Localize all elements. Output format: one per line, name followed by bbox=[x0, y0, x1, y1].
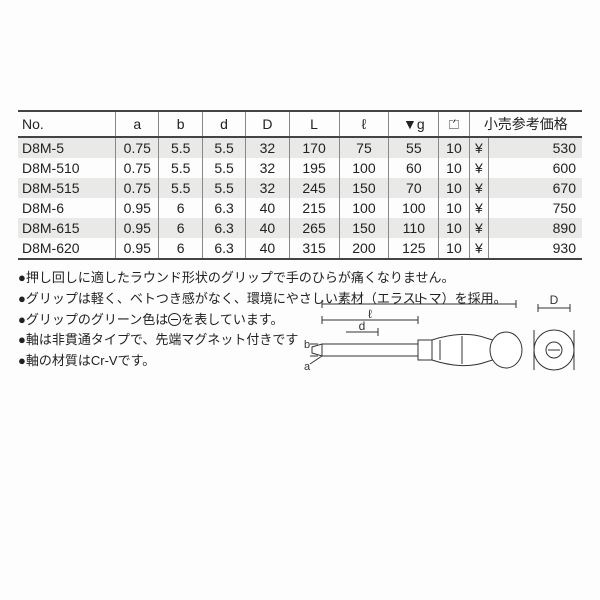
cell-a: 0.95 bbox=[116, 238, 159, 259]
cell-b: 5.5 bbox=[159, 137, 202, 158]
cell-L: 265 bbox=[289, 218, 339, 238]
cell-price: 750 bbox=[489, 198, 582, 218]
cell-g: 55 bbox=[389, 137, 439, 158]
cell-l: 200 bbox=[339, 238, 389, 259]
cell-yen: ¥ bbox=[469, 218, 489, 238]
cell-price: 890 bbox=[489, 218, 582, 238]
col-d: d bbox=[202, 111, 245, 137]
col-b: b bbox=[159, 111, 202, 137]
table-row: D8M-50.755.55.532170755510¥530 bbox=[18, 137, 582, 158]
cell-b: 6 bbox=[159, 238, 202, 259]
minus-icon bbox=[168, 313, 181, 326]
cell-no: D8M-620 bbox=[18, 238, 116, 259]
col-l: ℓ bbox=[339, 111, 389, 137]
cell-g: 100 bbox=[389, 198, 439, 218]
cell-D: 32 bbox=[246, 178, 289, 198]
label-d: d bbox=[359, 319, 366, 333]
cell-g: 70 bbox=[389, 178, 439, 198]
cell-D: 32 bbox=[246, 158, 289, 178]
label-b: b bbox=[304, 339, 310, 351]
cell-pack: 10 bbox=[439, 198, 469, 218]
cell-price: 930 bbox=[489, 238, 582, 259]
package-icon: ⏍ bbox=[449, 117, 459, 132]
col-L: L bbox=[289, 111, 339, 137]
col-price: 小売参考価格 bbox=[469, 111, 582, 137]
table-row: D8M-6150.9566.34026515011010¥890 bbox=[18, 218, 582, 238]
table-row: D8M-6200.9566.34031520012510¥930 bbox=[18, 238, 582, 259]
dimension-diagram: L ℓ d b a D bbox=[300, 294, 580, 391]
table-row: D8M-5100.755.55.5321951006010¥600 bbox=[18, 158, 582, 178]
col-g: ▼g bbox=[389, 111, 439, 137]
cell-L: 215 bbox=[289, 198, 339, 218]
cell-D: 40 bbox=[246, 198, 289, 218]
cell-pack: 10 bbox=[439, 238, 469, 259]
table-row: D8M-60.9566.34021510010010¥750 bbox=[18, 198, 582, 218]
cell-l: 100 bbox=[339, 198, 389, 218]
cell-b: 5.5 bbox=[159, 178, 202, 198]
cell-a: 0.75 bbox=[116, 137, 159, 158]
cell-l: 150 bbox=[339, 218, 389, 238]
cell-pack: 10 bbox=[439, 137, 469, 158]
cell-d: 6.3 bbox=[202, 198, 245, 218]
cell-pack: 10 bbox=[439, 178, 469, 198]
cell-no: D8M-515 bbox=[18, 178, 116, 198]
cell-l: 150 bbox=[339, 178, 389, 198]
cell-d: 6.3 bbox=[202, 238, 245, 259]
spec-table: No. a b d D L ℓ ▼g ⏍ 小売参考価格 D8M-50.755.5… bbox=[18, 110, 582, 260]
table-row: D8M-5150.755.55.5322451507010¥670 bbox=[18, 178, 582, 198]
cell-no: D8M-510 bbox=[18, 158, 116, 178]
col-D: D bbox=[246, 111, 289, 137]
cell-a: 0.75 bbox=[116, 158, 159, 178]
cell-l: 75 bbox=[339, 137, 389, 158]
cell-price: 670 bbox=[489, 178, 582, 198]
cell-price: 530 bbox=[489, 137, 582, 158]
col-a: a bbox=[116, 111, 159, 137]
cell-no: D8M-615 bbox=[18, 218, 116, 238]
label-a: a bbox=[304, 361, 311, 373]
cell-yen: ¥ bbox=[469, 198, 489, 218]
cell-d: 5.5 bbox=[202, 137, 245, 158]
cell-b: 6 bbox=[159, 198, 202, 218]
cell-d: 5.5 bbox=[202, 158, 245, 178]
cell-L: 195 bbox=[289, 158, 339, 178]
cell-L: 315 bbox=[289, 238, 339, 259]
cell-no: D8M-5 bbox=[18, 137, 116, 158]
cell-L: 245 bbox=[289, 178, 339, 198]
cell-g: 60 bbox=[389, 158, 439, 178]
cell-D: 32 bbox=[246, 137, 289, 158]
col-no: No. bbox=[18, 111, 116, 137]
cell-yen: ¥ bbox=[469, 178, 489, 198]
cell-l: 100 bbox=[339, 158, 389, 178]
table-body: D8M-50.755.55.532170755510¥530D8M-5100.7… bbox=[18, 137, 582, 259]
cell-yen: ¥ bbox=[469, 238, 489, 259]
cell-b: 5.5 bbox=[159, 158, 202, 178]
cell-a: 0.75 bbox=[116, 178, 159, 198]
cell-yen: ¥ bbox=[469, 158, 489, 178]
cell-price: 600 bbox=[489, 158, 582, 178]
cell-b: 6 bbox=[159, 218, 202, 238]
cell-L: 170 bbox=[289, 137, 339, 158]
cell-g: 110 bbox=[389, 218, 439, 238]
col-pack: ⏍ bbox=[439, 111, 469, 137]
cell-no: D8M-6 bbox=[18, 198, 116, 218]
label-L: L bbox=[415, 294, 422, 305]
cell-pack: 10 bbox=[439, 158, 469, 178]
label-l: ℓ bbox=[368, 307, 372, 321]
cell-pack: 10 bbox=[439, 218, 469, 238]
cell-a: 0.95 bbox=[116, 198, 159, 218]
cell-d: 5.5 bbox=[202, 178, 245, 198]
cell-d: 6.3 bbox=[202, 218, 245, 238]
cell-D: 40 bbox=[246, 218, 289, 238]
cell-D: 40 bbox=[246, 238, 289, 259]
cell-a: 0.95 bbox=[116, 218, 159, 238]
note-item: 押し回しに適したラウンド形状のグリップで手のひらが痛くなりません。 bbox=[18, 268, 582, 289]
label-D: D bbox=[550, 294, 559, 307]
cell-yen: ¥ bbox=[469, 137, 489, 158]
table-header-row: No. a b d D L ℓ ▼g ⏍ 小売参考価格 bbox=[18, 111, 582, 137]
cell-g: 125 bbox=[389, 238, 439, 259]
